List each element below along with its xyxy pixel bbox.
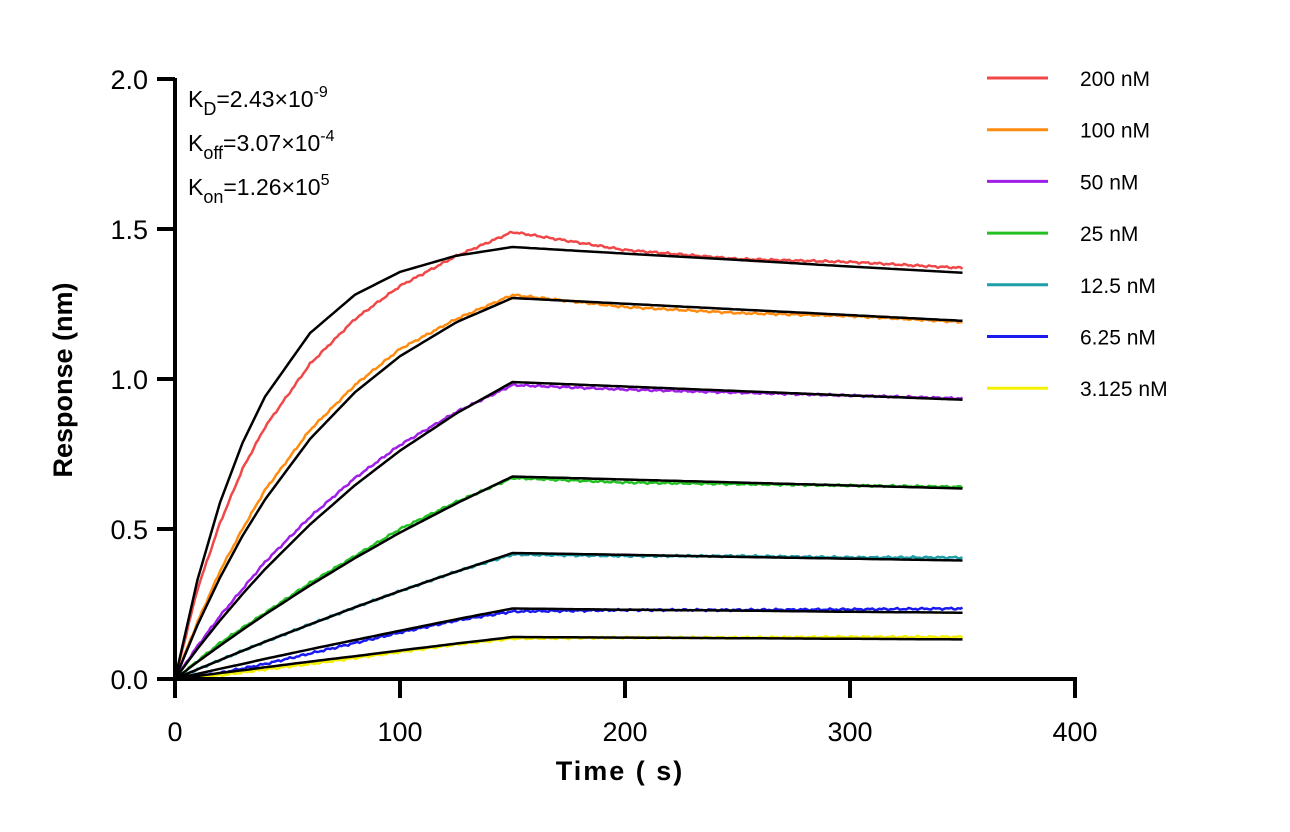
fit-curve-3-125-nM [174, 635, 963, 681]
legend-item: 200 nM [987, 68, 1150, 91]
data-series-12-5-nM [174, 552, 963, 681]
fit-curve-100-nM [173, 296, 963, 680]
legend-label: 200 nM [1080, 68, 1150, 91]
legend-item: 50 nM [987, 171, 1138, 194]
data-series-6-25-nM [174, 606, 964, 681]
legend-item: 12.5 nM [987, 275, 1156, 298]
kinetic-constant-D: KD=2.43×10-9 [188, 84, 328, 119]
y-tick-label: 2.0 [110, 65, 148, 95]
fit-curve-25-nM [174, 475, 963, 680]
legend-item: 25 nM [987, 223, 1138, 246]
legend-label: 100 nM [1080, 120, 1150, 143]
kinetic-constant-on: Kon=1.26×105 [188, 172, 330, 207]
legend-label: 6.25 nM [1080, 327, 1156, 350]
fit-curve-50-nM [173, 380, 963, 680]
plot-area [173, 230, 964, 681]
y-tick-label: 1.0 [110, 365, 148, 395]
fit-curve-12-5-nM [174, 551, 963, 681]
legend-label: 3.125 nM [1080, 378, 1168, 401]
y-tick-label: 1.5 [110, 215, 148, 245]
fit-curve-6-25-nM [174, 607, 963, 681]
legend: 200 nM 100 nM 50 nM 25 nM 12.5 nM 6.25 nM 3.12… [987, 68, 1168, 401]
legend-item: 6.25 nM [987, 327, 1156, 350]
x-tick-label: 100 [377, 717, 422, 747]
data-series-25-nM [174, 476, 964, 680]
y-tick-label: 0.5 [110, 515, 148, 545]
data-series-50-nM [174, 382, 964, 680]
y-tick-label: 0.0 [110, 665, 148, 695]
x-tick-label: 200 [602, 717, 647, 747]
axis-ticks: 0 100 200 300 400 0.0 0.5 1.0 1.5 2.0 [110, 65, 1097, 747]
x-tick-label: 0 [167, 717, 182, 747]
kinetic-constant-off: Koff=3.07×10-4 [188, 128, 335, 163]
x-tick-label: 300 [827, 717, 872, 747]
data-series-200-nM [173, 230, 964, 680]
fit-curve-200-nM [173, 245, 963, 680]
legend-label: 50 nM [1080, 171, 1138, 194]
legend-item: 100 nM [987, 120, 1150, 143]
x-axis-title: Time ( s) [556, 756, 685, 786]
legend-item: 3.125 nM [987, 378, 1168, 401]
legend-label: 25 nM [1080, 223, 1138, 246]
kinetic-constants: KD=2.43×10-9 Koff=3.07×10-4 Kon=1.26×105 [188, 84, 335, 207]
x-tick-label: 400 [1052, 717, 1097, 747]
legend-label: 12.5 nM [1080, 275, 1156, 298]
y-axis-title: Response (nm) [48, 282, 78, 477]
data-series-3-125-nM [174, 634, 964, 681]
